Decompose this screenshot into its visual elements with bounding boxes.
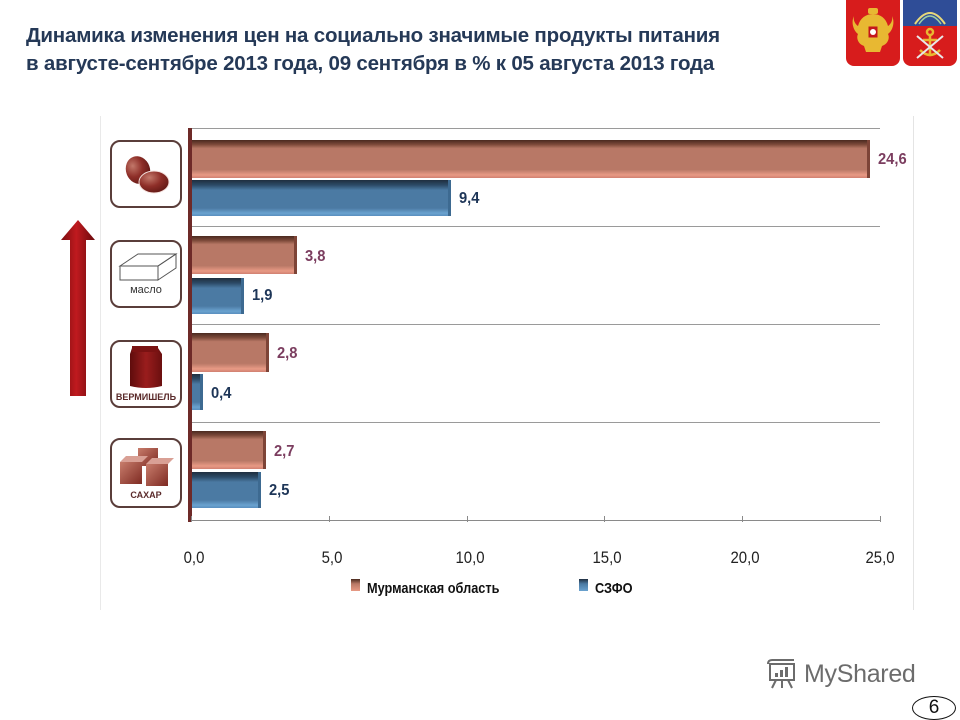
bar-murmansk-pasta (192, 333, 269, 372)
legend-swatch-murmansk (351, 579, 360, 591)
x-axis (191, 520, 880, 521)
bar-murmansk-butter (192, 236, 297, 274)
page-number: 6 (912, 696, 956, 720)
bar-szfo-butter (192, 278, 244, 314)
bar-szfo-eggs (192, 180, 451, 216)
x-tick-label: 25,0 (865, 548, 895, 567)
category-label: масло (130, 284, 162, 296)
category-eggs (110, 140, 182, 208)
value-label: 0,4 (211, 385, 232, 402)
value-label: 9,4 (459, 190, 480, 207)
value-label: 2,7 (274, 443, 295, 460)
sugar-cubes-icon (120, 448, 174, 486)
y-axis (188, 128, 192, 522)
x-tick (604, 516, 605, 522)
value-label: 3,8 (305, 248, 326, 265)
x-tick-label: 20,0 (730, 548, 760, 567)
gridline (191, 324, 880, 325)
bar-murmansk-eggs (192, 140, 870, 178)
gridline (191, 226, 880, 227)
value-label: 2,8 (277, 345, 298, 362)
legend-swatch-szfo (579, 579, 588, 591)
value-label: 2,5 (269, 482, 290, 499)
gridline (191, 422, 880, 423)
title-line-2: в августе-сентябре 2013 года, 09 сентябр… (26, 52, 715, 75)
emblems (846, 0, 958, 68)
bar-szfo-pasta (192, 374, 203, 410)
value-label: 24,6 (878, 151, 907, 168)
bar-szfo-sugar (192, 472, 261, 508)
category-label: САХАР (130, 490, 162, 500)
butter-block-icon (118, 253, 178, 281)
x-tick-label: 5,0 (321, 548, 343, 567)
x-tick (742, 516, 743, 522)
russia-coat-of-arms-icon (846, 0, 900, 66)
murmansk-coat-of-arms-icon (903, 0, 957, 66)
x-tick-label: 15,0 (592, 548, 622, 567)
up-arrow-icon (61, 220, 95, 396)
value-label: 1,9 (252, 287, 273, 304)
legend-murmansk: Мурманская область (367, 580, 500, 597)
gridline (191, 128, 880, 129)
x-tick (880, 516, 881, 522)
x-tick-label: 0,0 (183, 548, 205, 567)
eggs-icon (125, 156, 170, 194)
category-sugar: САХАР (110, 438, 182, 508)
x-tick (467, 516, 468, 522)
watermark: MyShared (766, 656, 916, 692)
presentation-board-icon (767, 659, 795, 689)
title-line-1: Динамика изменения цен на социально знач… (26, 24, 720, 47)
category-butter: масло (110, 240, 182, 308)
category-pasta: ВЕРМИШЕЛЬ (110, 340, 182, 408)
bar-murmansk-sugar (192, 431, 266, 469)
category-label: ВЕРМИШЕЛЬ (115, 392, 177, 402)
chart-area (100, 116, 914, 610)
x-tick (191, 516, 192, 522)
page-title: Динамика изменения цен на социально знач… (26, 22, 826, 78)
pasta-bag-icon (130, 346, 162, 388)
legend-szfo: СЗФО (595, 580, 633, 597)
x-tick (329, 516, 330, 522)
x-tick-label: 10,0 (455, 548, 485, 567)
watermark-text: MyShared (804, 659, 916, 688)
